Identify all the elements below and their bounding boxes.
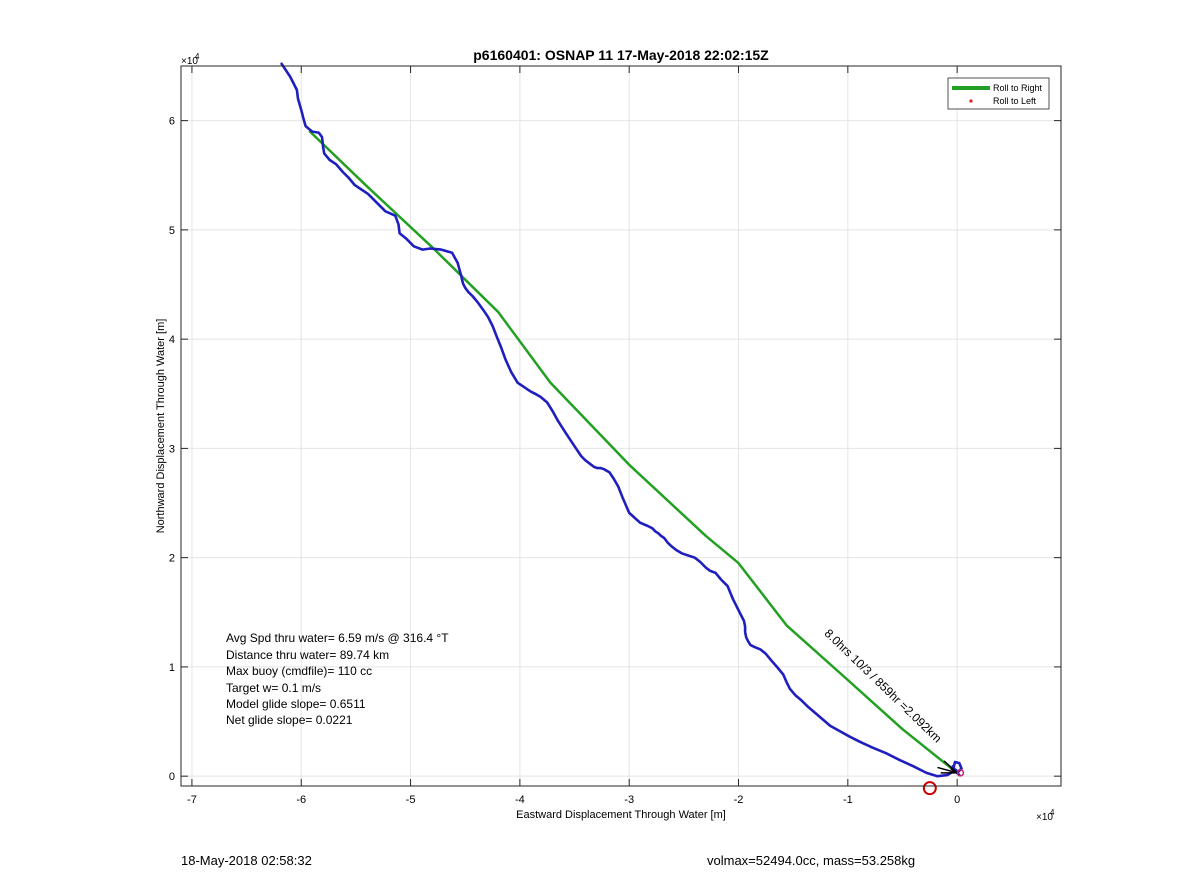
x-axis-label: Eastward Displacement Through Water [m] xyxy=(516,809,726,821)
stat-max-buoy: Max buoy (cmdfile)= 110 cc xyxy=(226,664,372,678)
ticks: -7 -6 -5 -4 -3 -2 -1 0 0 1 2 3 4 5 6 xyxy=(169,66,1061,806)
legend-box xyxy=(947,77,1050,110)
series-line-roll-right xyxy=(308,130,959,775)
y-tick-label: 2 xyxy=(169,553,175,565)
legend: Roll to Right Roll to Left xyxy=(947,77,1050,110)
x-tick-label: -7 xyxy=(187,794,197,806)
plot-area-frame xyxy=(180,65,1062,787)
series-layer xyxy=(280,62,963,778)
x-tick-label: 0 xyxy=(954,794,960,806)
stat-target-w: Target w= 0.1 m/s xyxy=(226,681,321,695)
legend-swatch-roll-left xyxy=(969,99,973,103)
x-tick-label: -2 xyxy=(734,794,744,806)
x-tick-label: -4 xyxy=(515,794,525,806)
markers-layer xyxy=(922,760,965,796)
y-tick-label: 0 xyxy=(169,771,175,783)
y-exponent-power: 4 xyxy=(195,52,200,61)
series-line-track xyxy=(280,62,963,778)
y-axis-label: Northward Displacement Through Water [m] xyxy=(155,319,167,534)
grid xyxy=(181,66,1061,786)
y-tick-label: 5 xyxy=(169,225,175,237)
y-tick-label: 4 xyxy=(169,334,175,346)
stat-avg-speed: Avg Spd thru water= 6.59 m/s @ 316.4 °T xyxy=(226,631,449,645)
stat-model-glide: Model glide slope= 0.6511 xyxy=(226,697,366,711)
x-tick-label: -5 xyxy=(406,794,416,806)
x-exponent-base: ×10 xyxy=(1036,812,1053,823)
y-exponent: ×10 4 xyxy=(181,52,200,67)
y-exponent-base: ×10 xyxy=(181,56,198,67)
start-marker xyxy=(956,769,965,777)
x-exponent: ×10 4 xyxy=(1036,808,1055,823)
y-tick-label: 3 xyxy=(169,443,175,455)
legend-label-roll-right: Roll to Right xyxy=(993,83,1043,93)
stat-net-glide: Net glide slope= 0.0221 xyxy=(226,713,353,727)
x-exponent-power: 4 xyxy=(1050,808,1055,817)
y-tick-label: 1 xyxy=(169,662,175,674)
x-tick-label: -3 xyxy=(624,794,634,806)
footer-date: 18-May-2018 02:58:32 xyxy=(181,853,312,868)
stat-distance: Distance thru water= 89.74 km xyxy=(226,648,389,662)
x-tick-label: -1 xyxy=(843,794,853,806)
legend-label-roll-left: Roll to Left xyxy=(993,96,1037,106)
plot-area-background xyxy=(181,66,1061,786)
end-marker xyxy=(922,781,937,796)
footer-volmax-mass: volmax=52494.0cc, mass=53.258kg xyxy=(707,853,916,868)
chart-title: p6160401: OSNAP 11 17-May-2018 22:02:15Z xyxy=(473,47,769,63)
heading-tick xyxy=(937,766,958,774)
x-tick-label: -6 xyxy=(296,794,306,806)
y-tick-label: 6 xyxy=(169,116,175,128)
stats-block: Avg Spd thru water= 6.59 m/s @ 316.4 °T … xyxy=(226,631,449,727)
